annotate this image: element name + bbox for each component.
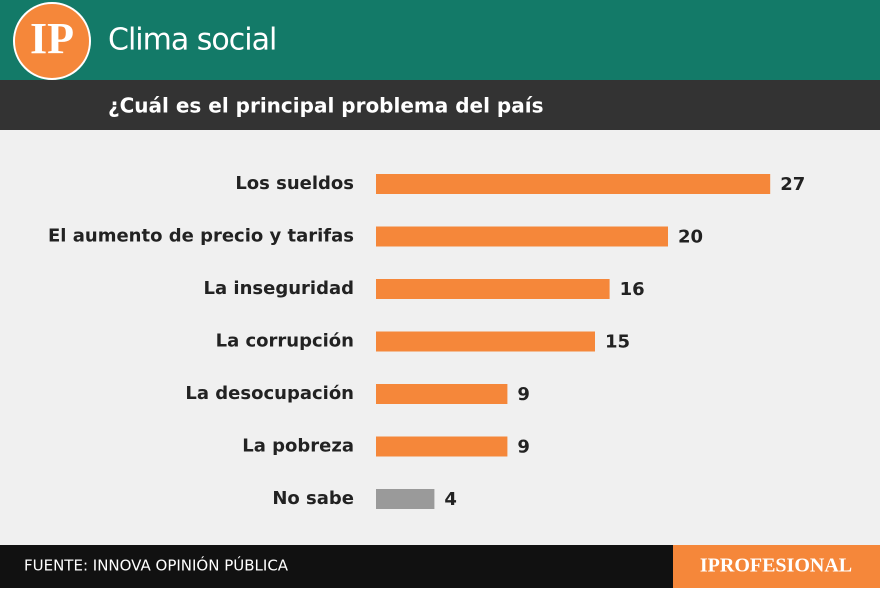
value-label: 9: [517, 437, 530, 458]
category-label: No sabe: [272, 488, 354, 509]
bar: [376, 384, 508, 404]
bar: [376, 331, 595, 352]
brand: IPROFESIONAL: [700, 555, 852, 577]
category-label: Los sueldos: [235, 173, 354, 194]
brand-box: [673, 545, 880, 588]
value-label: 20: [678, 227, 703, 248]
category-label: El aumento de precio y tarifas: [48, 226, 354, 247]
category-label: La desocupación: [185, 383, 354, 404]
value-label: 4: [444, 489, 457, 510]
category-label: La inseguridad: [204, 278, 354, 299]
value-label: 16: [620, 279, 645, 300]
header-band: [0, 0, 880, 80]
category-label: La corrupción: [216, 331, 354, 352]
source: FUENTE: INNOVA OPINIÓN PÚBLICA: [24, 556, 289, 575]
bar: [376, 279, 610, 299]
value-label: 9: [517, 384, 530, 405]
subtitle-band: [0, 80, 880, 130]
chart-title: Clima social: [108, 23, 276, 58]
bar: [376, 174, 771, 194]
bar: [376, 436, 508, 457]
logo: IP: [30, 14, 74, 63]
bar: [376, 489, 435, 509]
value-label: 15: [605, 332, 630, 353]
bars: Los sueldos 27 El aumento de precio y tari…: [48, 173, 805, 510]
value-label: 27: [780, 174, 805, 195]
logo-circle: [13, 2, 91, 80]
chart-subtitle: ¿Cuál es el principal problema del país: [108, 94, 544, 118]
category-label: La pobreza: [242, 436, 354, 457]
bar: [376, 226, 668, 247]
